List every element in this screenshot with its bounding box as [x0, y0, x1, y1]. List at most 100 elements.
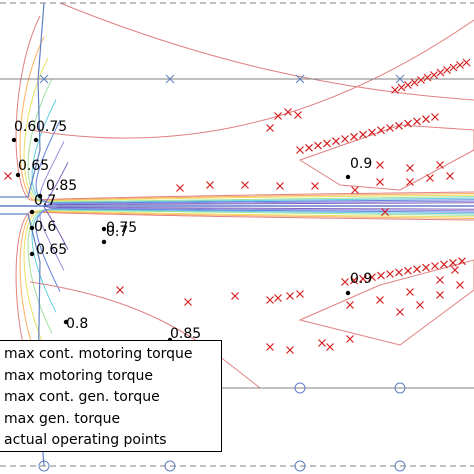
operating-point — [311, 182, 319, 190]
contour-label-dot — [29, 251, 35, 257]
operating-point — [286, 346, 294, 354]
operating-point — [436, 68, 445, 77]
operating-point — [332, 137, 340, 146]
operating-point — [284, 108, 292, 116]
operating-point — [286, 292, 294, 300]
efficiency-contours — [15, 2, 474, 397]
efficiency-contour — [23, 57, 474, 202]
operating-point — [346, 301, 354, 309]
operating-point — [406, 178, 414, 186]
operating-point — [376, 296, 384, 304]
efficiency-contour — [35, 208, 474, 292]
efficiency-contour — [31, 99, 474, 204]
efficiency-contour — [23, 210, 474, 355]
efficiency-contour — [39, 141, 474, 205]
operating-point — [318, 339, 326, 347]
operating-point — [413, 117, 421, 126]
contour-label: 0.9 — [350, 156, 372, 172]
operating-point — [436, 161, 444, 169]
contour-label: 0.65 — [36, 242, 67, 258]
contour-label: 0.65 — [18, 158, 49, 174]
efficiency-contour — [27, 78, 474, 203]
operating-point — [341, 278, 349, 286]
contour-label: 0.75 — [36, 119, 67, 135]
operating-point — [440, 260, 448, 269]
contour-label: 0.8 — [66, 316, 88, 332]
operating-point — [359, 274, 367, 283]
reference-marker — [165, 74, 175, 84]
legend-item-actual-operating-points: actual operating points — [4, 432, 167, 448]
operating-point — [386, 124, 394, 132]
contour-label: 0.85 — [46, 178, 77, 194]
operating-point — [396, 308, 404, 316]
efficiency-contour — [39, 207, 474, 271]
reference-marker — [164, 460, 176, 472]
contour-label: 0.9 — [350, 271, 372, 287]
operating-point — [296, 290, 304, 298]
operating-point — [350, 276, 358, 285]
operating-point — [351, 186, 359, 194]
contour-label-dot — [29, 225, 35, 231]
operating-point — [423, 73, 432, 82]
operating-point — [206, 181, 214, 189]
operating-point — [436, 291, 444, 299]
contour-label-dot — [101, 226, 107, 232]
operating-point — [431, 262, 439, 270]
operating-point — [397, 83, 406, 92]
operating-point — [449, 258, 457, 267]
operating-point — [377, 271, 385, 280]
legend-item-max-motoring-torque: max motoring torque — [4, 367, 154, 384]
operating-point — [458, 257, 466, 266]
efficiency-contour — [15, 15, 474, 201]
operating-point — [395, 268, 403, 277]
contour-label-dot — [11, 137, 17, 143]
legend-item-max-gen-torque: max gen. torque — [4, 410, 121, 427]
operating-point — [376, 161, 384, 169]
contour-label: 0.85 — [170, 326, 201, 342]
contour-label-dot — [15, 172, 21, 178]
operating-point — [176, 184, 184, 192]
efficiency-contour — [29, 281, 261, 389]
contour-label: 0.6 — [14, 119, 36, 135]
contour-label-dot — [37, 193, 43, 199]
contour-label-dot — [63, 319, 69, 325]
operating-point — [395, 121, 403, 130]
contour-label-dot — [101, 239, 107, 245]
efficiency-contour — [43, 162, 474, 207]
operating-points — [4, 58, 471, 354]
operating-point — [274, 294, 282, 302]
operating-point — [368, 128, 376, 137]
operating-point — [294, 111, 302, 119]
operating-point — [422, 263, 430, 272]
efficiency-contour — [35, 120, 474, 204]
operating-point — [296, 146, 304, 154]
torque-limit-line — [0, 2, 45, 198]
efficiency-contour — [19, 210, 474, 376]
operating-point — [404, 119, 412, 128]
operating-point — [350, 132, 358, 141]
operating-point — [446, 172, 454, 180]
reference-marker — [395, 74, 405, 84]
operating-point — [406, 164, 414, 172]
operating-point — [430, 71, 438, 79]
operating-point — [314, 141, 322, 150]
operating-point — [406, 288, 414, 296]
operating-point — [4, 172, 12, 180]
operating-point — [266, 343, 274, 351]
reference-marker — [294, 460, 306, 472]
operating-point — [377, 126, 385, 135]
contour-labels: 0.6 0.750.650.850.70.6 0.750.70.650.90.90.… — [11, 119, 372, 343]
contour-label: 0.7 — [106, 224, 128, 240]
operating-point — [376, 178, 384, 186]
operating-point — [184, 298, 192, 306]
contour-label-dot — [29, 209, 35, 215]
efficiency-contour — [29, 19, 474, 139]
contour-label-dot — [345, 174, 351, 180]
efficiency-contour — [19, 36, 474, 202]
legend: max cont. motoring torque max motoring t… — [0, 340, 222, 452]
operating-point — [436, 276, 444, 284]
operating-point — [404, 266, 412, 275]
contour-label: 0.7 — [34, 193, 56, 209]
operating-point — [462, 58, 471, 67]
